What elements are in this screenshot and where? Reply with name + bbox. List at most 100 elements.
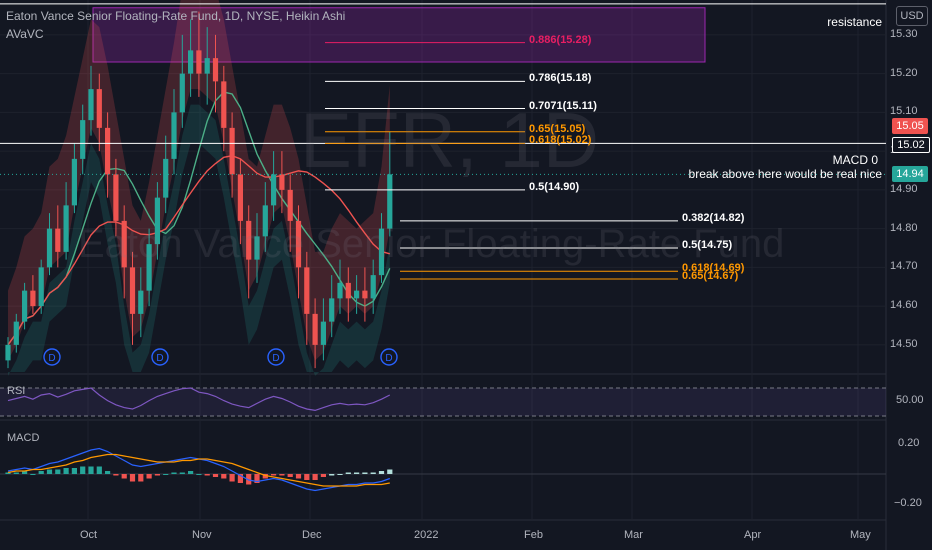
dividend-marker-label: D — [272, 353, 279, 364]
fib-level-label: 0.7071(15.11) — [529, 99, 597, 112]
price-axis-label: 15.10 — [890, 105, 918, 118]
rsi-band — [0, 388, 886, 416]
macd-histogram-bar — [337, 474, 343, 475]
candle-body — [96, 89, 102, 128]
price-axis-label: 14.80 — [890, 221, 918, 234]
dividend-marker — [151, 348, 169, 366]
macd-histogram-bar — [80, 466, 86, 474]
macd-histogram-bar — [63, 468, 69, 474]
candle-body — [5, 344, 11, 361]
macd-histogram-bar — [121, 474, 127, 479]
time-axis-label: 2022 — [414, 529, 439, 541]
breakout-note: break above here would be real nice — [688, 167, 882, 181]
macd-histogram-bar — [146, 474, 152, 479]
candle-body — [229, 127, 235, 175]
candle-body — [63, 205, 69, 252]
macd-histogram-bar — [271, 474, 277, 476]
price-axis-label: 14.50 — [890, 337, 918, 350]
fib-level-label: 0.65(15.05) — [529, 122, 586, 135]
price-axis-label: 15.20 — [890, 66, 918, 79]
candle-body — [320, 321, 326, 345]
price-axis-label: 14.60 — [890, 299, 918, 312]
macd-histogram-bar — [171, 472, 177, 474]
fib-level-label: 0.382(14.82) — [682, 211, 745, 224]
rsi-title: RSI — [7, 385, 26, 397]
candle-body — [179, 73, 185, 113]
macd-histogram-bar — [188, 471, 194, 474]
candle-body — [254, 236, 260, 260]
time-axis-label: Nov — [192, 529, 212, 541]
candle-body — [129, 267, 136, 314]
macd-histogram-bar — [179, 472, 185, 474]
candle-body — [121, 220, 127, 268]
resistance-zone — [92, 7, 706, 63]
dividend-marker-label: D — [385, 353, 392, 364]
candle-body — [113, 174, 119, 221]
macd-signal-line — [7, 453, 390, 487]
macd-histogram-bar — [13, 472, 19, 474]
candle-body — [80, 120, 86, 159]
macd-histogram-bar — [154, 474, 160, 476]
candle-body — [188, 50, 194, 74]
currency-button[interactable]: USD — [896, 6, 928, 26]
time-axis-label: Feb — [524, 529, 543, 541]
candle-body — [295, 220, 302, 268]
macd-axis-bottom: −0.20 — [894, 497, 922, 509]
dividend-marker-label: D — [156, 353, 163, 364]
macd-histogram-bar — [304, 474, 310, 480]
macd-histogram-bar — [55, 469, 61, 474]
macd-histogram-bar — [221, 474, 227, 479]
moving-average-fast — [7, 91, 391, 346]
candle-body — [354, 290, 360, 299]
candle-body — [262, 205, 268, 237]
indicator-label: AVaVC — [6, 27, 44, 41]
candle-body — [146, 244, 152, 291]
candle-body — [246, 220, 252, 260]
fib-level-label: 0.618(14.69) — [682, 262, 745, 275]
fib-level-label: 0.5(14.90) — [529, 180, 580, 193]
macd-histogram-bar — [329, 474, 335, 476]
macd-histogram-bar — [320, 474, 326, 477]
candle-body — [345, 282, 351, 299]
macd-histogram-bar — [262, 474, 268, 479]
candle-body — [38, 267, 44, 307]
dividend-marker-label: D — [48, 353, 55, 364]
band-upper — [8, 0, 390, 361]
candle-body — [304, 267, 310, 314]
candle-body — [196, 50, 202, 74]
time-axis-label: Dec — [302, 529, 322, 541]
candle-body — [362, 290, 368, 299]
candle-body — [105, 127, 111, 175]
candle-body — [30, 290, 36, 307]
moving-average-slow — [7, 155, 390, 346]
rsi-level-label: 50.00 — [896, 394, 924, 406]
macd-zero-label: MACD 0 — [832, 153, 878, 167]
price-badge: 15.02 — [892, 137, 930, 154]
macd-histogram-bar — [362, 472, 368, 474]
candle-body — [154, 197, 160, 245]
candle-body — [55, 228, 61, 252]
candle-body — [171, 112, 177, 159]
candle-body — [22, 290, 28, 322]
macd-histogram-bar — [237, 474, 243, 483]
resistance-label: resistance — [827, 15, 882, 29]
macd-histogram-bar — [96, 466, 102, 474]
macd-histogram-bar — [129, 474, 136, 482]
dividend-marker — [43, 348, 61, 366]
macd-title: MACD — [7, 432, 40, 444]
chart-title: Eaton Vance Senior Floating-Rate Fund, 1… — [6, 9, 346, 23]
band-lower — [8, 104, 390, 376]
candle-body — [46, 228, 53, 268]
candle-body — [71, 158, 77, 206]
macd-histogram-bar — [378, 471, 385, 474]
macd-histogram-bar — [212, 474, 219, 477]
candle-body — [138, 290, 144, 314]
macd-histogram-bar — [163, 474, 169, 475]
candle-body — [13, 321, 19, 345]
macd-histogram-bar — [279, 474, 285, 476]
fib-level-label: 0.886(15.28) — [529, 33, 592, 46]
macd-axis-top: 0.20 — [898, 437, 920, 449]
macd-histogram-bar — [30, 474, 36, 475]
